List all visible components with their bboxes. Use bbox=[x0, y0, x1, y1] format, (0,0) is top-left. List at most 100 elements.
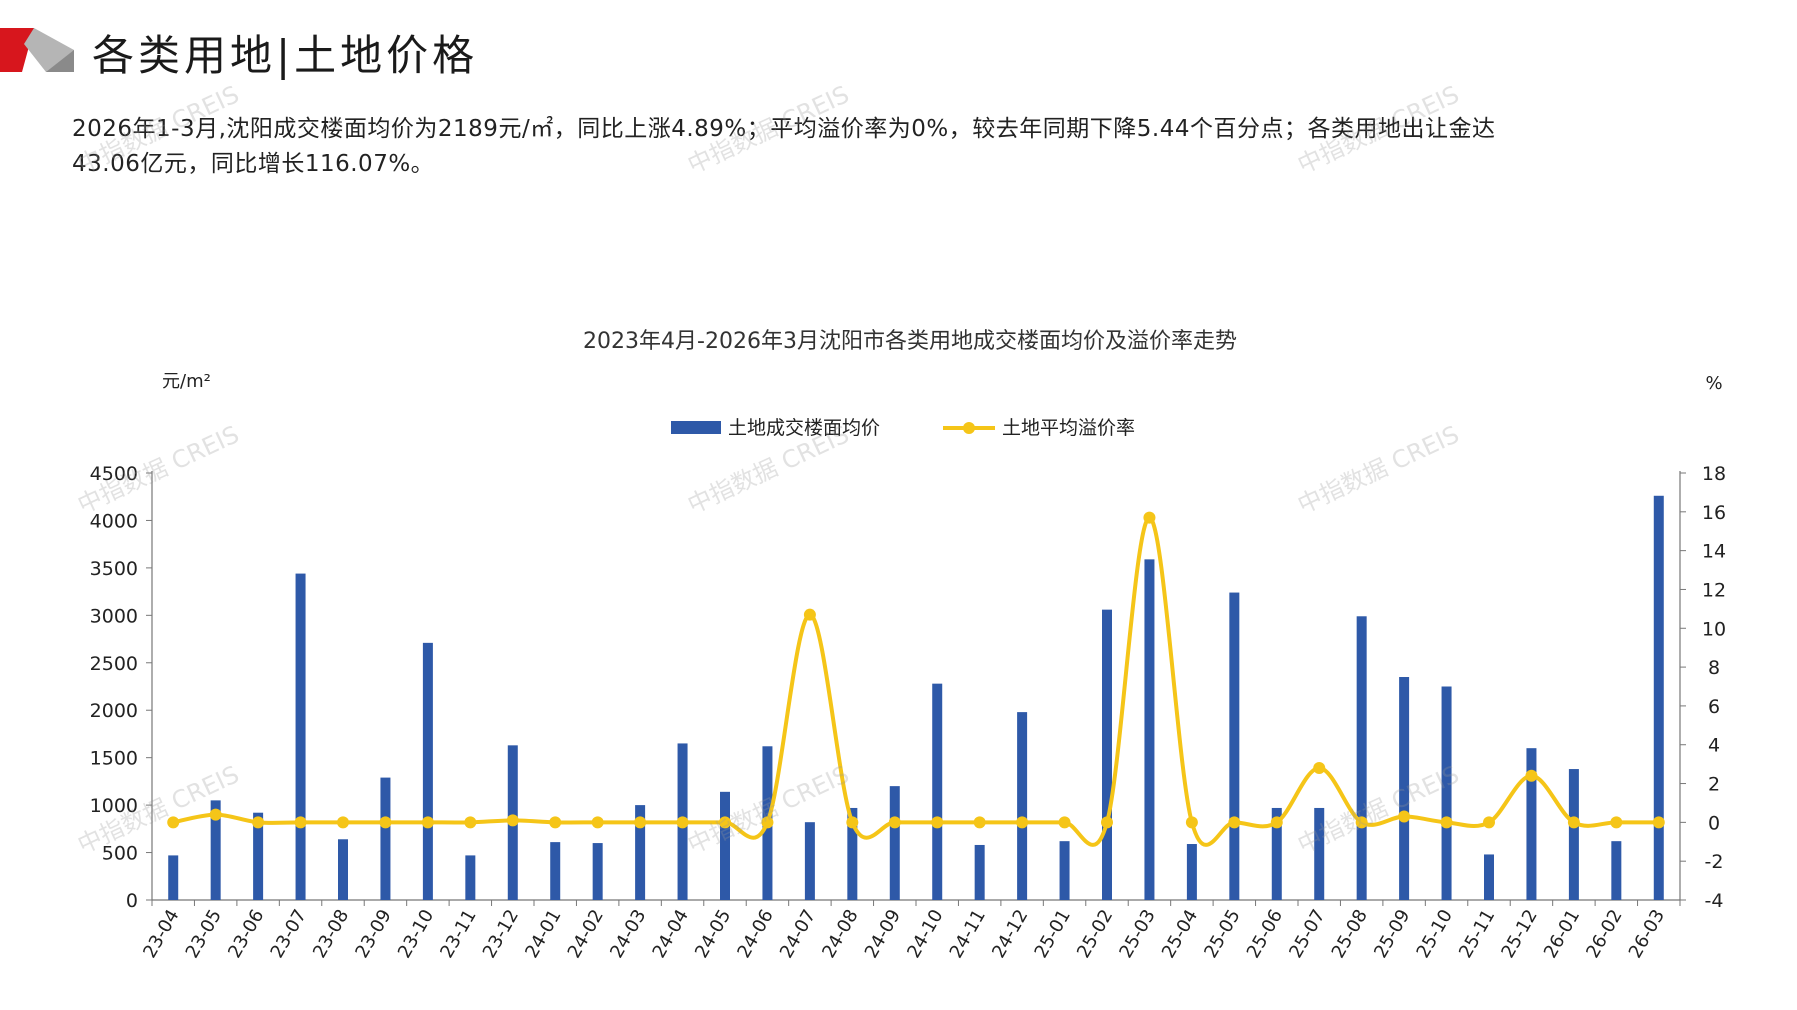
x-tick-label: 23-11 bbox=[436, 906, 480, 962]
premium-point-23-11 bbox=[464, 816, 477, 829]
y-left-tick-label: 4000 bbox=[90, 510, 138, 532]
y-right-tick-label: 0 bbox=[1708, 812, 1720, 834]
x-tick-label: 23-10 bbox=[394, 906, 438, 962]
premium-point-25-11 bbox=[1483, 816, 1495, 829]
bar-24-02 bbox=[592, 843, 603, 900]
bar-25-10 bbox=[1441, 686, 1452, 900]
x-tick-label: 24-03 bbox=[606, 906, 650, 962]
premium-point-23-07 bbox=[294, 816, 307, 829]
premium-point-25-04 bbox=[1185, 816, 1198, 829]
x-tick-label: 24-09 bbox=[861, 906, 905, 962]
bar-26-02 bbox=[1611, 841, 1622, 900]
x-tick-label: 23-08 bbox=[309, 906, 353, 962]
premium-point-23-06 bbox=[252, 816, 265, 829]
x-tick-label: 24-02 bbox=[564, 906, 608, 962]
summary-line-2: 43.06亿元，同比增长116.07%。 bbox=[72, 151, 435, 177]
y-right-unit-label: % bbox=[1705, 373, 1722, 394]
summary-line-1: 2026年1-3月,沈阳成交楼面均价为2189元/㎡，同比上涨4.89%；平均溢… bbox=[72, 116, 1496, 142]
premium-point-25-07 bbox=[1313, 762, 1326, 775]
bar-24-10 bbox=[932, 683, 943, 900]
y-left-tick-label: 1500 bbox=[90, 748, 138, 770]
y-right-tick-label: 16 bbox=[1702, 502, 1726, 524]
x-tick-label: 25-10 bbox=[1413, 906, 1457, 962]
premium-point-24-12 bbox=[1016, 816, 1029, 829]
x-tick-label: 23-05 bbox=[182, 906, 226, 962]
y-left-tick-label: 500 bbox=[102, 843, 138, 865]
premium-point-25-06 bbox=[1270, 816, 1283, 829]
premium-point-25-03 bbox=[1143, 511, 1156, 524]
x-tick-label: 23-12 bbox=[479, 906, 523, 962]
premium-point-24-02 bbox=[591, 816, 604, 829]
x-tick-label: 25-03 bbox=[1115, 906, 1159, 962]
legend-line-label: 土地平均溢价率 bbox=[1002, 417, 1135, 439]
summary-text: 2026年1-3月,沈阳成交楼面均价为2189元/㎡，同比上涨4.89%；平均溢… bbox=[72, 112, 1722, 182]
bar-25-11 bbox=[1484, 854, 1494, 900]
y-right-tick-label: 10 bbox=[1702, 618, 1726, 640]
y-left-tick-label: 3500 bbox=[90, 558, 138, 580]
bar-25-12 bbox=[1526, 748, 1537, 900]
y-right-tick-label: 18 bbox=[1702, 463, 1726, 485]
premium-point-25-08 bbox=[1355, 816, 1368, 829]
premium-point-24-06 bbox=[761, 816, 774, 829]
bar-24-07 bbox=[804, 822, 815, 900]
legend-line-marker bbox=[963, 422, 975, 434]
premium-point-25-05 bbox=[1228, 816, 1241, 829]
premium-point-23-09 bbox=[379, 816, 392, 829]
bar-24-12 bbox=[1017, 712, 1028, 900]
y-right-tick-label: -4 bbox=[1705, 890, 1724, 912]
x-tick-label: 26-02 bbox=[1582, 906, 1626, 962]
x-tick-label: 25-05 bbox=[1200, 906, 1244, 962]
x-tick-label: 25-11 bbox=[1455, 906, 1499, 962]
x-tick-label: 25-06 bbox=[1243, 906, 1287, 962]
x-tick-label: 25-07 bbox=[1285, 906, 1329, 962]
bar-26-01 bbox=[1568, 769, 1579, 900]
x-tick-label: 24-04 bbox=[649, 906, 693, 962]
x-tick-label: 24-08 bbox=[818, 906, 862, 962]
premium-point-24-05 bbox=[719, 816, 731, 829]
bar-23-10 bbox=[422, 642, 433, 900]
bar-24-03 bbox=[635, 805, 646, 900]
x-tick-label: 25-12 bbox=[1497, 906, 1541, 962]
bar-25-06 bbox=[1271, 807, 1282, 900]
premium-point-25-10 bbox=[1440, 816, 1453, 829]
bar-23-11 bbox=[465, 855, 476, 900]
premium-point-26-03 bbox=[1652, 816, 1665, 829]
premium-point-25-01 bbox=[1058, 816, 1071, 829]
bar-24-11 bbox=[974, 844, 985, 900]
premium-point-25-02 bbox=[1101, 816, 1113, 829]
brand-logo bbox=[0, 28, 74, 72]
bar-26-03 bbox=[1653, 495, 1664, 900]
bar-24-08 bbox=[847, 807, 858, 900]
bar-23-09 bbox=[380, 777, 391, 900]
premium-point-23-10 bbox=[421, 816, 434, 829]
premium-point-24-09 bbox=[888, 816, 901, 829]
premium-point-24-04 bbox=[676, 816, 689, 829]
legend-bar-label: 土地成交楼面均价 bbox=[728, 417, 880, 439]
bar-24-05 bbox=[720, 791, 730, 900]
premium-point-24-08 bbox=[846, 816, 859, 829]
x-tick-label: 23-04 bbox=[139, 906, 183, 962]
y-left-tick-label: 2000 bbox=[90, 700, 138, 722]
bar-25-09 bbox=[1399, 677, 1410, 900]
x-tick-label: 23-06 bbox=[224, 906, 268, 962]
bar-25-02 bbox=[1102, 609, 1112, 900]
premium-point-23-04 bbox=[167, 816, 180, 829]
y-right-tick-label: -2 bbox=[1705, 851, 1724, 873]
x-tick-label: 26-01 bbox=[1540, 906, 1584, 962]
premium-point-25-12 bbox=[1525, 769, 1538, 782]
x-tick-label: 24-10 bbox=[903, 906, 947, 962]
premium-point-26-01 bbox=[1567, 816, 1580, 829]
x-tick-label: 26-03 bbox=[1625, 906, 1669, 962]
y-left-tick-label: 4500 bbox=[90, 463, 138, 485]
y-left-tick-label: 3000 bbox=[90, 605, 138, 627]
premium-point-26-02 bbox=[1610, 816, 1623, 829]
premium-point-24-03 bbox=[634, 816, 647, 829]
y-right-tick-label: 4 bbox=[1708, 735, 1720, 757]
y-left-unit-label: 元/m² bbox=[162, 371, 211, 392]
x-tick-label: 23-07 bbox=[267, 906, 311, 962]
bar-25-03 bbox=[1144, 559, 1155, 900]
legend-bar-swatch bbox=[671, 421, 721, 434]
premium-point-23-05 bbox=[209, 808, 222, 821]
x-tick-label: 24-07 bbox=[776, 906, 820, 962]
